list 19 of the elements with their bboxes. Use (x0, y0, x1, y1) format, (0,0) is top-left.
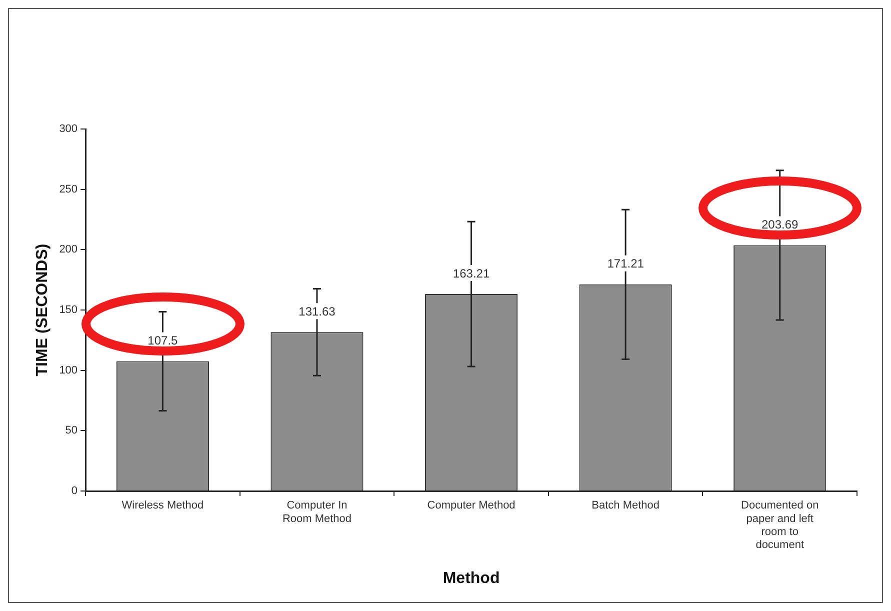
y-tick-label: 100 (59, 364, 78, 376)
x-tick-label: Batch Method (592, 500, 660, 512)
x-tick-label: Documented on paper and left room to document (741, 500, 819, 552)
y-tick-label: 250 (59, 183, 78, 196)
data-label: 107.5 (148, 334, 178, 348)
y-tick-label: 0 (71, 485, 78, 498)
data-label: 203.69 (762, 218, 799, 232)
y-tick-label: 50 (65, 424, 78, 437)
y-tick-label: 300 (59, 123, 78, 136)
y-tick-label: 150 (59, 304, 78, 316)
data-label: 171.21 (607, 256, 644, 271)
x-axis-title: Method (442, 570, 500, 587)
y-tick-label: 200 (59, 244, 78, 256)
x-tick-label: Computer Method (427, 500, 516, 512)
x-tick-label: Computer In Room Method (282, 500, 352, 525)
data-label: 163.21 (452, 266, 490, 280)
data-label: 131.63 (298, 304, 336, 318)
x-tick-label: Wireless Method (122, 500, 204, 512)
y-axis-title: TIME (SECONDS) (34, 244, 52, 376)
